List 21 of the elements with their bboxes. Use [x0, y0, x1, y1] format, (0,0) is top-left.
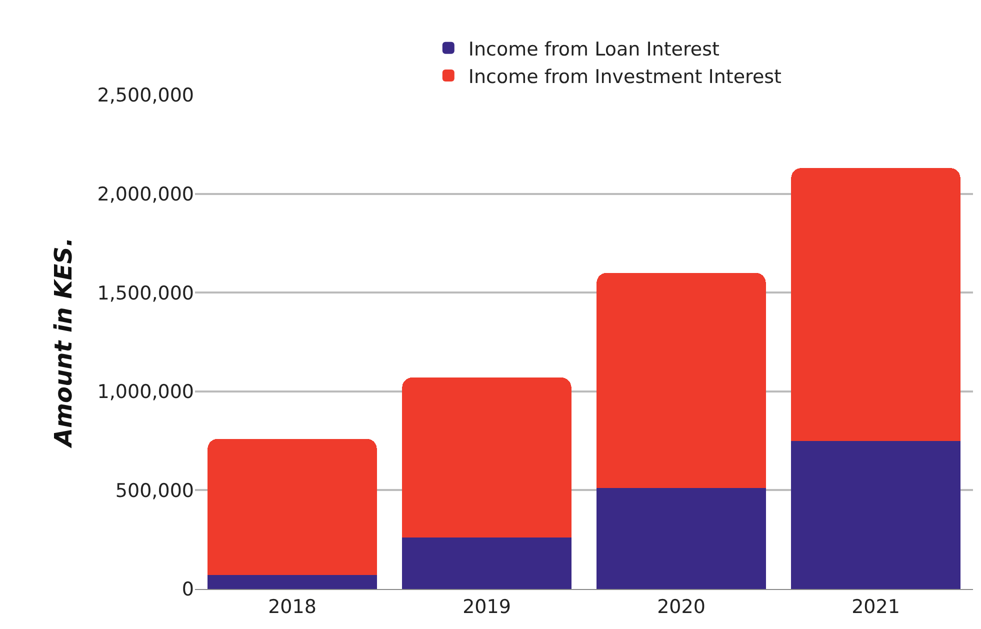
y-tick-label: 1,500,000: [97, 282, 194, 304]
y-tick-label: 1,000,000: [97, 381, 194, 404]
bar: [402, 538, 572, 589]
bar: [208, 575, 377, 589]
bar: [208, 438, 377, 576]
x-tick-label: 2021: [852, 596, 900, 618]
y-tick-label: 2,500,000: [97, 84, 194, 107]
bar: [596, 272, 766, 488]
x-tick-label: 2018: [268, 596, 316, 618]
legend-label: Income from Investment Interest: [468, 66, 782, 88]
y-axis-title: Amount in KES.: [49, 237, 78, 449]
bar: [402, 378, 572, 538]
y-tick-label: 500,000: [115, 480, 194, 502]
y-tick-label: 2,000,000: [97, 183, 194, 206]
x-tick-label: 2020: [657, 596, 706, 618]
bar: [791, 440, 960, 589]
y-tick-label: 0: [182, 578, 194, 601]
bar: [791, 168, 960, 441]
x-tick-label: 2019: [462, 596, 511, 618]
bar: [596, 488, 766, 589]
legend-label: Income from Loan Interest: [468, 38, 720, 60]
